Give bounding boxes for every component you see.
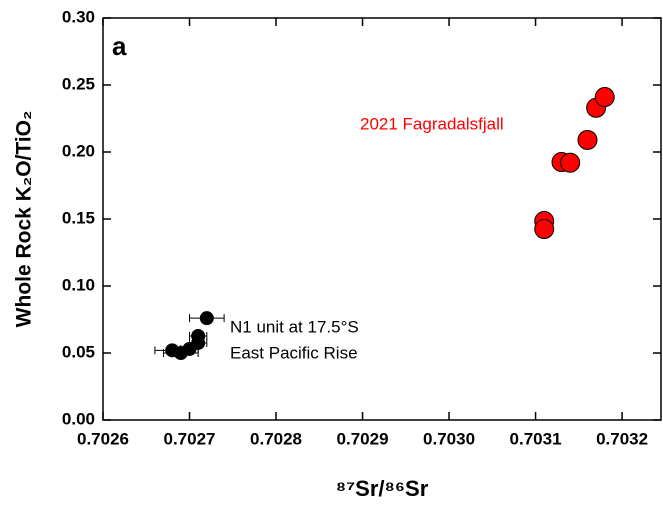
x-tick-label: 0.7030	[423, 429, 475, 448]
y-tick-label: 0.15	[62, 208, 95, 227]
x-tick-label: 0.7028	[250, 429, 302, 448]
point	[534, 219, 555, 240]
y-tick-label: 0.00	[62, 409, 95, 428]
x-tick-label: 0.7026	[77, 429, 129, 448]
series-label: 2021 Fagradalsfjall	[360, 114, 504, 133]
series-label: N1 unit at 17.5°S	[230, 317, 359, 336]
y-tick-label: 0.05	[62, 342, 95, 361]
series-label: East Pacific Rise	[230, 343, 358, 362]
panel-label: a	[112, 31, 127, 61]
x-tick-label: 0.7027	[164, 429, 216, 448]
point	[199, 311, 214, 326]
x-tick-label: 0.7029	[337, 429, 389, 448]
point	[165, 343, 180, 358]
x-tick-label: 0.7032	[596, 429, 648, 448]
y-tick-label: 0.25	[62, 74, 95, 93]
point	[577, 129, 598, 150]
x-axis-label: ⁸⁷Sr/⁸⁶Sr	[336, 476, 429, 501]
y-axis-label: Whole Rock K₂O/TiO₂	[13, 111, 36, 328]
point	[594, 87, 615, 108]
y-tick-label: 0.20	[62, 141, 95, 160]
plot-frame	[102, 17, 662, 421]
point	[560, 152, 581, 173]
y-tick-label: 0.10	[62, 275, 95, 294]
y-tick-label: 0.30	[62, 7, 95, 26]
x-tick-label: 0.7031	[510, 429, 562, 448]
